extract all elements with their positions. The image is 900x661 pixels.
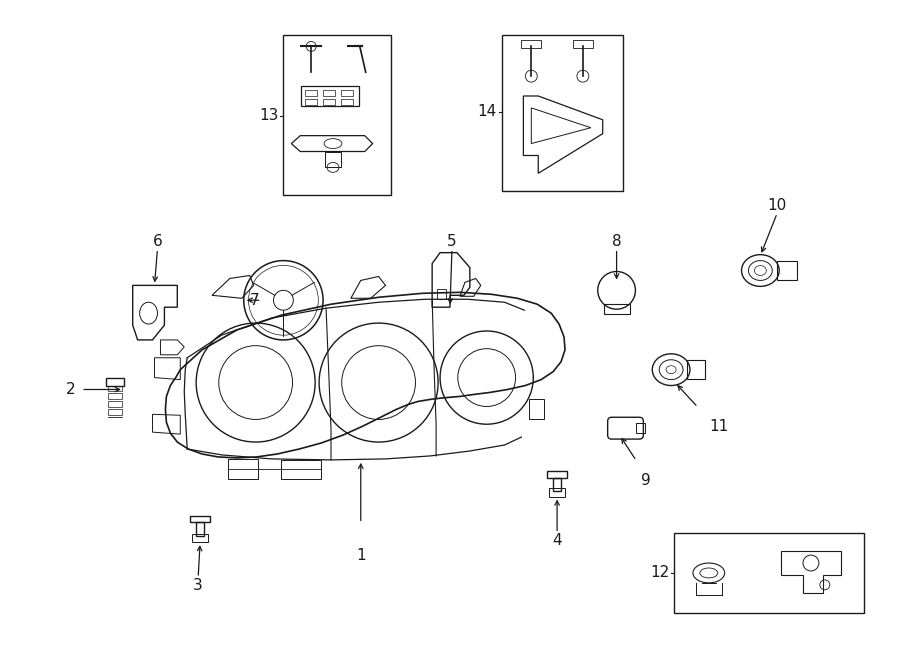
Text: 9: 9	[642, 473, 652, 488]
Bar	[323, 90, 335, 96]
Text: 13: 13	[259, 108, 278, 124]
Bar	[305, 99, 317, 105]
Text: 4: 4	[553, 533, 562, 548]
Text: 1: 1	[356, 548, 365, 563]
Text: 3: 3	[194, 578, 203, 593]
Bar	[573, 40, 593, 48]
Text: 2: 2	[66, 382, 76, 397]
Bar	[284, 34, 391, 195]
Bar	[341, 90, 353, 96]
Text: 8: 8	[612, 234, 621, 249]
Text: 12: 12	[650, 565, 669, 580]
Bar	[501, 34, 623, 191]
Text: 7: 7	[250, 293, 259, 308]
Text: 11: 11	[710, 419, 729, 434]
Text: 6: 6	[153, 234, 162, 249]
Text: 10: 10	[768, 198, 787, 213]
Bar	[305, 90, 317, 96]
Bar	[521, 40, 541, 48]
Text: 14: 14	[477, 104, 497, 120]
Bar	[323, 99, 335, 105]
Bar	[341, 99, 353, 105]
Text: 5: 5	[447, 234, 457, 249]
Bar	[674, 533, 865, 613]
